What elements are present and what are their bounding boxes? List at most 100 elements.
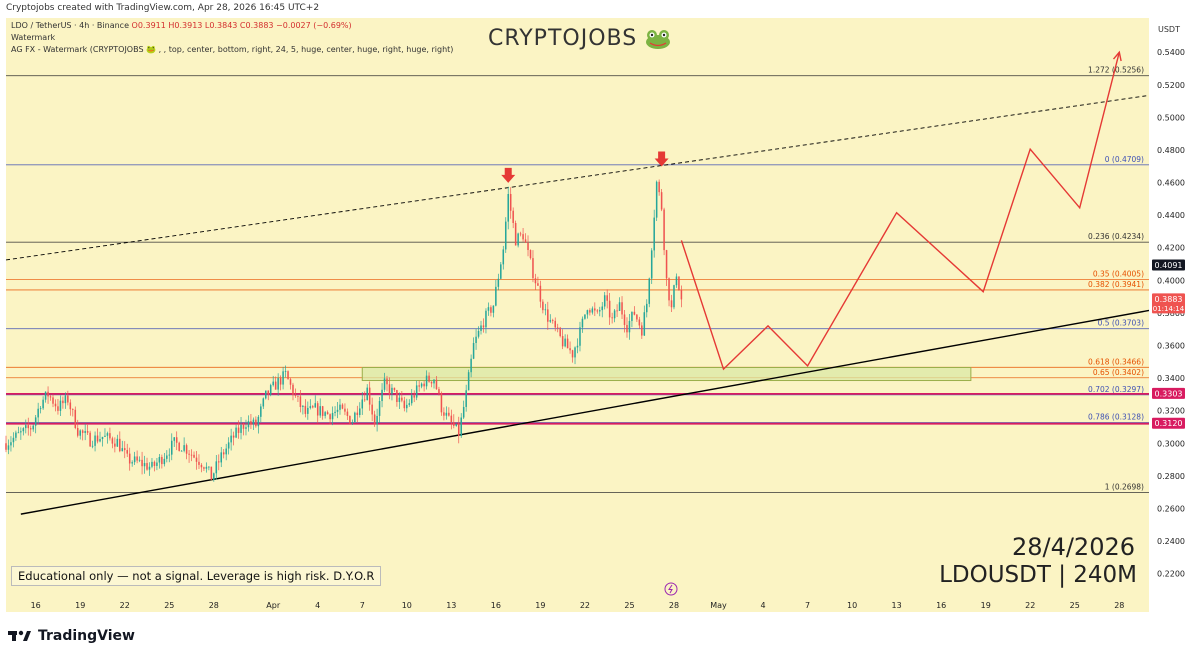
rising-support-trendline[interactable] <box>20 309 1150 515</box>
time-tick-label: 19 <box>75 601 85 610</box>
candle-body <box>292 384 294 396</box>
candle-body <box>420 383 423 387</box>
candle-body <box>428 375 430 382</box>
candle-body <box>269 385 272 395</box>
candle-body <box>665 250 668 279</box>
candle-body <box>274 381 277 390</box>
candle-body <box>576 345 579 348</box>
time-tick-label: 16 <box>491 601 501 610</box>
candle-body <box>133 456 136 463</box>
candle-body <box>15 432 17 438</box>
candle-body <box>272 381 274 386</box>
candle-body <box>354 412 356 423</box>
time-tick-label: 16 <box>936 601 946 610</box>
candle-body <box>373 414 376 425</box>
candle-body <box>235 427 237 438</box>
tradingview-footer[interactable]: TradingView <box>8 625 135 647</box>
candle-body <box>260 406 262 417</box>
price-axis[interactable]: USDT 0.2200 0.2400 0.2600 0.2800 0.3000 0.320… <box>1157 25 1185 579</box>
candle-body <box>222 452 225 455</box>
candle-body <box>220 452 223 463</box>
legend-indicator-settings[interactable]: AG FX - Watermark (CRYPTOJOBS 🐸 , , top,… <box>11 45 454 54</box>
time-tick-label: 25 <box>1070 601 1080 610</box>
candle-body <box>406 404 408 409</box>
candle-body <box>381 389 383 402</box>
fib-label-0: 0 (0.4709) <box>1105 155 1144 164</box>
candle-body <box>554 320 557 328</box>
time-tick-label: 19 <box>535 601 545 610</box>
candle-body <box>7 445 10 450</box>
candle-body <box>361 399 364 409</box>
candle-body <box>559 327 561 337</box>
candle-body <box>302 405 304 407</box>
candle-body <box>178 442 180 451</box>
legend-indicator-name[interactable]: Watermark <box>11 33 56 42</box>
candle-body <box>136 456 138 461</box>
candle-body <box>507 193 509 222</box>
candle-body <box>255 419 257 427</box>
candle-body <box>477 330 480 337</box>
candle-body <box>542 301 544 311</box>
rising-resistance-trendline[interactable] <box>5 94 1150 261</box>
candle-body <box>277 378 279 390</box>
candle-body <box>72 409 74 411</box>
candle-body <box>636 314 638 320</box>
candle-body <box>265 390 267 399</box>
price-tick-label: 0.5200 <box>1157 81 1185 90</box>
candle-body <box>126 450 128 454</box>
candle-body <box>180 450 183 452</box>
candle-body <box>279 378 282 385</box>
candle-body <box>81 430 84 433</box>
candle-body <box>529 250 532 259</box>
candle-body <box>571 350 574 358</box>
candle-body <box>294 395 297 396</box>
alert-icon[interactable] <box>664 582 678 596</box>
candle-body <box>628 320 631 333</box>
price-tick-label: 0.2400 <box>1157 537 1185 546</box>
legend-symbol: LDO / TetherUS · 4h · Binance <box>11 21 129 30</box>
candle-body <box>453 422 455 426</box>
candle-body <box>148 466 151 470</box>
candle-body <box>57 406 59 411</box>
candle-body <box>668 278 670 301</box>
projection-path[interactable] <box>680 52 1120 371</box>
candle-body <box>675 276 678 286</box>
candle-body <box>616 310 618 312</box>
price-axis-background[interactable] <box>1150 18 1200 612</box>
legend-symbol-line[interactable]: LDO / TetherUS · 4h · Binance O0.3911 H0… <box>11 21 352 30</box>
candle-body <box>89 432 91 447</box>
candle-body <box>680 289 683 300</box>
candle-body <box>344 408 346 412</box>
candle-body <box>638 319 641 326</box>
candle-body <box>44 391 47 400</box>
candle-body <box>282 371 284 385</box>
candle-body <box>648 278 651 304</box>
time-tick-label: 25 <box>624 601 634 610</box>
time-tick-label: 13 <box>446 601 456 610</box>
candle-body <box>5 443 7 450</box>
countdown-label: 01:14:14 <box>1153 305 1185 313</box>
candle-body <box>430 381 433 384</box>
trendlines[interactable] <box>5 94 1150 515</box>
candle-body <box>79 430 81 436</box>
price-tick-label: 0.2200 <box>1157 570 1185 579</box>
candle-body <box>495 286 497 306</box>
candle-body <box>445 412 448 416</box>
time-axis[interactable]: 16 19 22 25 28 Apr 4 7 10 13 16 19 22 25 28 May 4 7 10 13 16… <box>31 601 1125 610</box>
candle-body <box>109 433 111 439</box>
candle-body <box>472 342 475 359</box>
candle-body <box>198 461 200 465</box>
price-tick-label: 0.3800 <box>1157 309 1185 318</box>
candle-body <box>462 406 465 418</box>
brand-text: CRYPTOJOBS <box>488 26 638 51</box>
candle-body <box>173 437 176 441</box>
fib-label-6: 0.65 (0.3402) <box>1093 368 1144 377</box>
candle-body <box>245 427 247 429</box>
candle-body <box>304 405 307 414</box>
support-lines[interactable] <box>6 392 1149 425</box>
candle-body <box>336 409 339 412</box>
candle-body <box>512 210 514 223</box>
demand-zone[interactable] <box>361 366 972 382</box>
